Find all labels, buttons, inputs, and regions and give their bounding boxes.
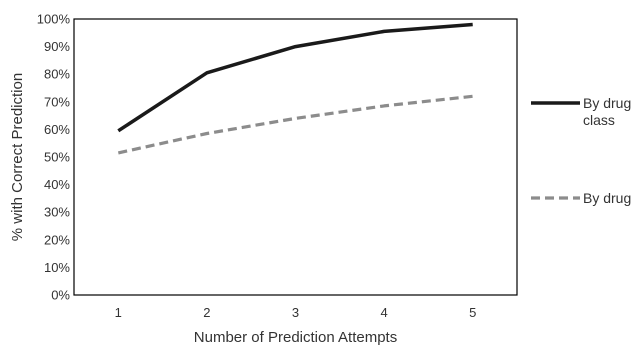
y-tick-label: 40% xyxy=(44,177,70,192)
x-tick-label: 4 xyxy=(380,305,387,320)
y-tick-label: 30% xyxy=(44,205,70,220)
y-tick-label: 0% xyxy=(51,288,70,303)
legend-label: class xyxy=(583,112,615,128)
x-tick-label: 5 xyxy=(469,305,476,320)
y-tick-label: 50% xyxy=(44,150,70,165)
y-tick-label: 100% xyxy=(37,12,71,27)
plot-area-frame xyxy=(73,18,518,296)
series-layer xyxy=(117,22,473,155)
y-tick-label: 70% xyxy=(44,94,70,109)
y-tick-label: 60% xyxy=(44,122,70,137)
x-axis-ticks: 1 2 3 4 5 xyxy=(115,305,477,320)
x-tick-label: 3 xyxy=(292,305,299,320)
legend-label: By drug xyxy=(583,95,631,111)
y-axis-ticks: 0% 10% 20% 30% 40% 50% 60% 70% 80% 90% 100% xyxy=(37,12,71,303)
x-axis-title: Number of Prediction Attempts xyxy=(194,329,397,346)
x-tick-label: 1 xyxy=(115,305,122,320)
y-tick-label: 80% xyxy=(44,67,70,82)
legend-label: By drug xyxy=(583,190,631,206)
y-tick-label: 90% xyxy=(44,39,70,54)
y-tick-label: 20% xyxy=(44,232,70,247)
x-tick-label: 2 xyxy=(203,305,210,320)
y-axis-title: % with Correct Prediction xyxy=(9,73,26,241)
series-line-by-drug xyxy=(117,94,473,155)
y-tick-label: 10% xyxy=(44,260,70,275)
